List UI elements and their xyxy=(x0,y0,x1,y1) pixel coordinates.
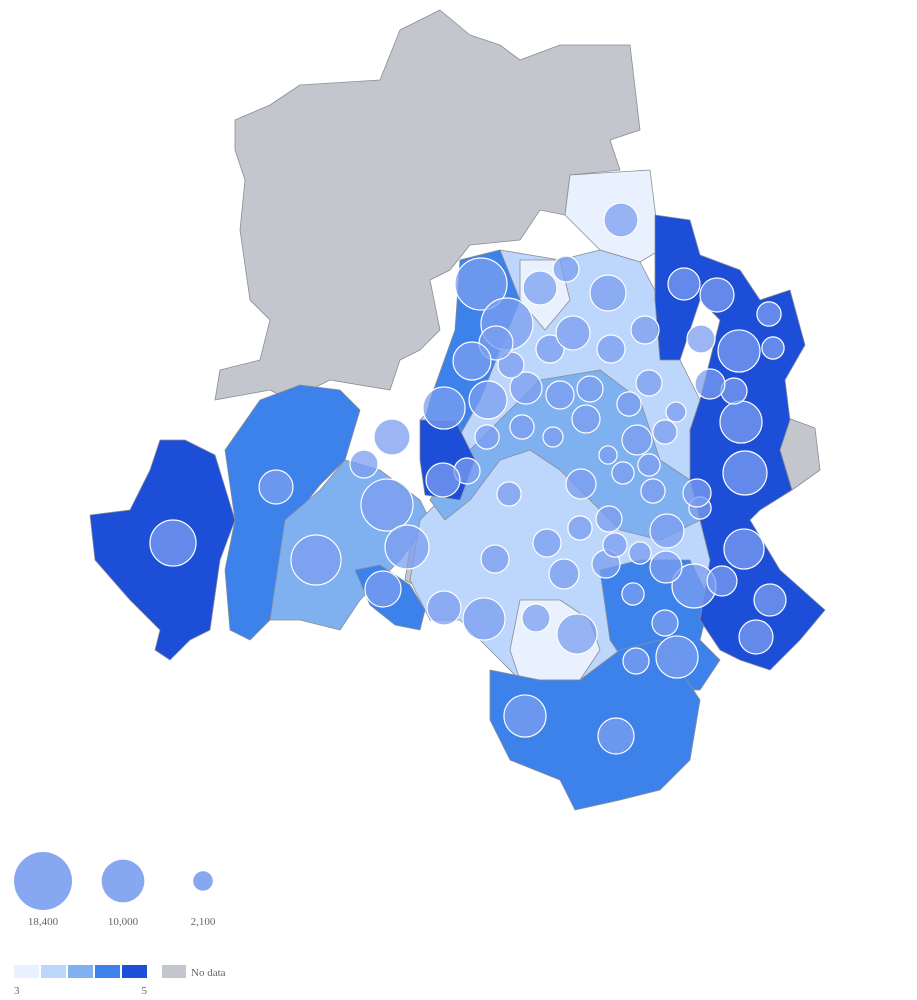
bubble xyxy=(422,386,466,430)
region xyxy=(489,639,701,811)
bubble xyxy=(384,524,430,570)
bubble xyxy=(652,419,678,445)
color-swatch xyxy=(14,965,39,978)
bubble xyxy=(719,400,763,444)
bubble xyxy=(360,478,414,532)
bubble xyxy=(509,371,543,405)
bubble xyxy=(373,418,411,456)
bubble xyxy=(603,202,639,238)
bubble xyxy=(655,635,699,679)
bubble xyxy=(535,334,565,364)
bubble xyxy=(576,375,604,403)
bubble xyxy=(722,450,768,496)
bubble xyxy=(452,341,492,381)
bubble xyxy=(565,468,597,500)
bubble xyxy=(496,481,522,507)
bubble xyxy=(667,267,701,301)
bubble xyxy=(589,274,627,312)
bubble xyxy=(616,391,642,417)
bubble xyxy=(738,619,774,655)
bubble xyxy=(635,369,663,397)
bubble xyxy=(426,590,462,626)
bubble xyxy=(596,334,626,364)
bubble xyxy=(694,368,726,400)
bubble xyxy=(555,315,591,351)
size-legend-circle xyxy=(14,852,72,910)
bubble xyxy=(462,597,506,641)
bubble xyxy=(630,315,660,345)
bubble xyxy=(454,257,508,311)
bubble xyxy=(761,336,785,360)
no-data-label: No data xyxy=(191,967,226,979)
bubble xyxy=(556,613,598,655)
bubble xyxy=(699,277,735,313)
size-legend-label: 10,000 xyxy=(108,916,139,928)
bubble xyxy=(611,461,635,485)
bubble xyxy=(425,462,461,498)
bubble xyxy=(548,558,580,590)
bubble xyxy=(598,445,618,465)
size-legend-circle xyxy=(193,871,213,891)
bubble xyxy=(628,541,652,565)
bubble xyxy=(480,544,510,574)
color-swatch xyxy=(95,965,120,978)
bubble xyxy=(503,694,547,738)
bubble xyxy=(756,301,782,327)
bubble xyxy=(682,478,712,508)
bubble xyxy=(290,534,342,586)
size-legend-label: 18,400 xyxy=(28,916,59,928)
bubble xyxy=(602,532,628,558)
bubble xyxy=(474,424,500,450)
bubble xyxy=(649,513,685,549)
bubble xyxy=(621,582,645,606)
bubble xyxy=(522,270,558,306)
bubble xyxy=(717,329,761,373)
bubble xyxy=(637,453,661,477)
bubble xyxy=(542,426,564,448)
bubble xyxy=(571,404,601,434)
no-data-swatch xyxy=(162,965,186,978)
legend: 18,400 10,000 2,100 3 5 No data xyxy=(14,852,226,997)
bubble xyxy=(532,528,562,558)
color-swatch xyxy=(41,965,66,978)
bubble xyxy=(622,647,650,675)
bubble xyxy=(686,324,716,354)
bubble xyxy=(567,515,593,541)
bubble xyxy=(149,519,197,567)
bubble xyxy=(706,565,738,597)
bubble xyxy=(723,528,765,570)
bubble xyxy=(552,255,580,283)
bubble xyxy=(640,478,666,504)
size-legend-circle xyxy=(101,859,145,903)
bubble xyxy=(509,414,535,440)
bubble xyxy=(621,424,653,456)
bubble xyxy=(597,717,635,755)
bubble xyxy=(651,609,679,637)
bubble-layer xyxy=(149,202,787,755)
bubble xyxy=(468,380,508,420)
bubble xyxy=(258,469,294,505)
bubble xyxy=(595,505,623,533)
color-swatch xyxy=(122,965,147,978)
bubble xyxy=(649,550,683,584)
bubble xyxy=(545,380,575,410)
size-legend-label: 2,100 xyxy=(191,916,216,928)
scale-min-label: 3 xyxy=(14,985,20,997)
bubble xyxy=(753,583,787,617)
bubble xyxy=(349,449,379,479)
bubble xyxy=(364,570,402,608)
bubble xyxy=(521,603,551,633)
scale-max-label: 5 xyxy=(142,985,148,997)
bubble xyxy=(665,401,687,423)
region xyxy=(214,9,641,401)
color-swatch xyxy=(68,965,93,978)
